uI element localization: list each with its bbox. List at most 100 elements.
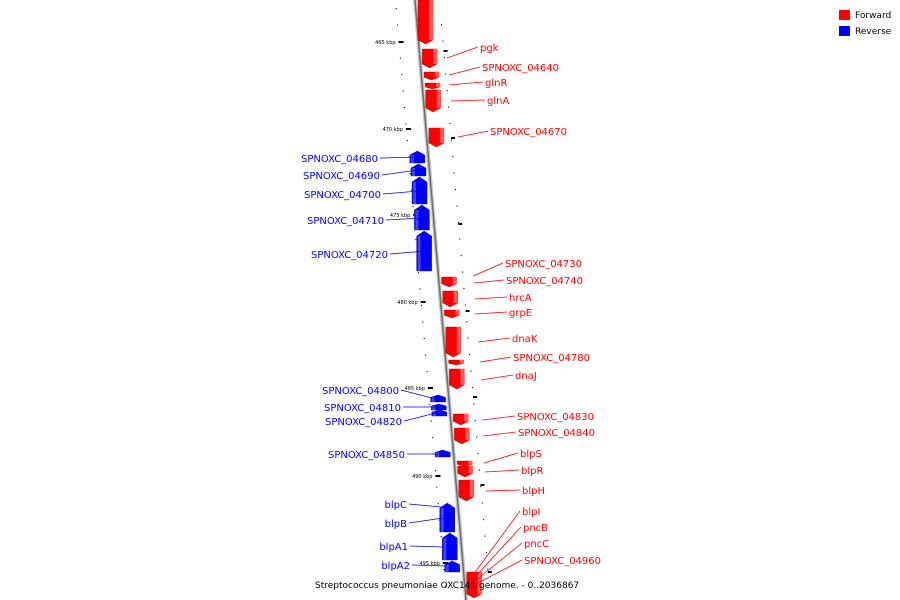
forward-gene-label[interactable]: glnR xyxy=(485,78,507,89)
major-ticks: 465 kbp 470 kbp 475 kbp 480 kbp 485 kbp 490 k… xyxy=(375,40,492,573)
minor-tick xyxy=(425,354,427,356)
legend-forward-label: Forward xyxy=(855,11,891,21)
forward-leader-line xyxy=(484,469,520,473)
forward-leader-line xyxy=(472,262,504,277)
reverse-gene-label[interactable]: SPNOXC_04810 xyxy=(324,403,401,414)
forward-leader-line xyxy=(450,99,486,102)
reverse-leader-line xyxy=(382,190,420,195)
reverse-gene-label[interactable]: blpA1 xyxy=(379,542,408,553)
minor-tick xyxy=(448,106,450,108)
forward-gene-label[interactable]: blpI xyxy=(522,507,540,518)
forward-gene-highlight xyxy=(435,72,440,78)
forward-gene-label[interactable]: blpS xyxy=(520,449,542,460)
reverse-gene-label[interactable]: SPNOXC_04800 xyxy=(322,386,399,397)
forward-gene-label[interactable]: blpR xyxy=(521,466,543,477)
minor-tick xyxy=(474,420,476,422)
minor-tick xyxy=(488,585,490,587)
minor-tick xyxy=(476,436,478,438)
forward-gene-label[interactable]: dnaK xyxy=(512,334,538,345)
forward-gene-highlight xyxy=(436,83,441,87)
minor-tick xyxy=(443,569,445,571)
reverse-gene-highlight xyxy=(413,182,417,204)
forward-gene-label[interactable]: SPNOXC_04830 xyxy=(517,412,594,423)
minor-tick xyxy=(445,73,447,75)
forward-gene-label[interactable]: glnA xyxy=(487,96,509,107)
minor-tick xyxy=(422,321,424,323)
reverse-leader-line xyxy=(379,156,420,159)
forward-leader-line xyxy=(472,510,521,576)
forward-gene-label[interactable]: hrcA xyxy=(509,293,532,304)
forward-gene-label[interactable]: blpH xyxy=(522,486,545,497)
forward-gene-label[interactable]: SPNOXC_04960 xyxy=(524,556,601,567)
legend-reverse-swatch xyxy=(839,26,850,36)
reverse-gene-label[interactable]: SPNOXC_04850 xyxy=(328,450,405,461)
minor-tick xyxy=(473,403,475,405)
reverse-gene-label[interactable]: SPNOXC_04680 xyxy=(301,154,378,165)
minor-tick xyxy=(434,470,436,472)
major-tick xyxy=(398,41,404,43)
genome-caption: Streptococcus pneumoniae OXC141 genome. … xyxy=(315,581,579,591)
forward-gene-highlight xyxy=(453,291,458,303)
reverse-gene-label[interactable]: SPNOXC_04690 xyxy=(303,171,380,182)
minor-tick xyxy=(406,140,408,142)
major-tick xyxy=(465,310,470,312)
minor-tick xyxy=(423,338,425,340)
forward-gene-label[interactable]: SPNOXC_04740 xyxy=(506,276,583,287)
minor-tick xyxy=(446,90,448,92)
forward-gene-label[interactable]: dnaJ xyxy=(515,371,537,382)
minor-tick xyxy=(469,354,471,356)
reverse-gene-label[interactable]: SPNOXC_04700 xyxy=(304,190,381,201)
forward-leader-line xyxy=(479,356,512,363)
minor-tick xyxy=(419,288,421,290)
reverse-gene-highlight xyxy=(436,452,440,457)
forward-gene-highlight xyxy=(464,414,469,422)
reverse-leader-line xyxy=(411,564,447,567)
reverse-gene-label[interactable]: SPNOXC_04720 xyxy=(311,250,388,261)
forward-gene-label[interactable]: grpE xyxy=(509,308,532,319)
forward-gene-label[interactable]: pgk xyxy=(480,43,499,54)
tick-label: 495 kbp xyxy=(419,561,439,567)
forward-gene-label[interactable]: SPNOXC_04670 xyxy=(490,127,567,138)
forward-gene-label[interactable]: pncB xyxy=(523,523,548,534)
reverse-gene-label[interactable]: SPNOXC_04820 xyxy=(325,417,402,428)
reverse-gene-highlight xyxy=(415,210,419,230)
tick-label: 490 kbp xyxy=(412,474,432,480)
minor-tick xyxy=(440,536,442,538)
minor-tick xyxy=(455,189,457,191)
minor-tick xyxy=(443,57,445,59)
reverse-leader-line xyxy=(408,503,442,508)
forward-gene-highlight xyxy=(460,369,465,385)
forward-gene-highlight xyxy=(436,90,441,108)
forward-gene-highlight xyxy=(477,572,482,594)
reverse-gene-label[interactable]: blpC xyxy=(385,500,407,511)
minor-tick xyxy=(441,24,443,26)
forward-gene-label[interactable]: SPNOXC_04840 xyxy=(518,428,595,439)
minor-tick xyxy=(452,156,454,158)
minor-tick xyxy=(399,57,401,59)
minor-tick xyxy=(404,107,406,109)
reverse-leader-line xyxy=(403,412,437,422)
forward-gene-highlight xyxy=(452,277,457,284)
major-tick xyxy=(487,571,492,573)
forward-gene-label[interactable]: SPNOXC_04780 xyxy=(513,353,590,364)
major-tick xyxy=(405,128,411,130)
genome-backbone-core xyxy=(414,0,467,600)
forward-gene-label[interactable]: SPNOXC_04730 xyxy=(505,259,582,270)
forward-gene-highlight xyxy=(469,480,474,497)
minor-tick xyxy=(442,40,444,42)
reverse-gene-label[interactable]: SPNOXC_04710 xyxy=(307,216,384,227)
minor-tick xyxy=(401,74,403,76)
minor-tick xyxy=(449,123,451,125)
minor-tick xyxy=(463,288,465,290)
minor-tick xyxy=(483,519,485,521)
minor-tick xyxy=(477,453,479,455)
minor-tick xyxy=(478,469,480,471)
forward-gene-label[interactable]: SPNOXC_04640 xyxy=(482,63,559,74)
reverse-gene-label[interactable]: blpA2 xyxy=(381,561,410,572)
reverse-gene-label[interactable]: blpB xyxy=(385,519,407,530)
forward-gene-label[interactable]: pncC xyxy=(524,539,549,550)
minor-tick xyxy=(426,371,428,373)
major-tick xyxy=(435,475,441,477)
minor-tick xyxy=(467,337,469,339)
tick-label: 480 kbp xyxy=(397,300,417,306)
